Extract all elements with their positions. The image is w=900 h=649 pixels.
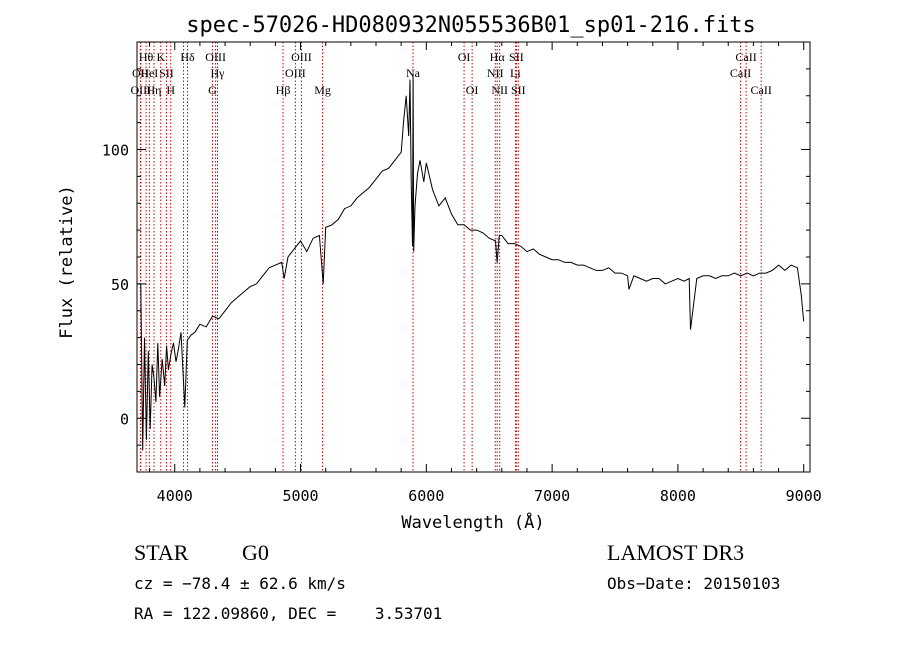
line-marker-label: CaII: [735, 50, 756, 64]
line-marker-label: Hδ: [180, 50, 195, 64]
chart-title: spec-57026-HD080932N055536B01_sp01-216.f…: [186, 13, 756, 38]
line-marker-label: NII: [491, 83, 508, 97]
line-marker-label: Hγ: [211, 66, 226, 80]
line-marker-label: CaII: [730, 66, 751, 80]
line-marker-label: OIII: [291, 50, 312, 64]
spectrum-line: [137, 74, 805, 451]
line-marker-label: OI: [466, 83, 479, 97]
line-marker-label: Mg: [314, 83, 331, 97]
line-marker-label: NII: [487, 66, 504, 80]
x-tick-label: 6000: [408, 487, 444, 505]
line-marker-label: OII: [132, 66, 149, 80]
line-marker-label: OIII: [205, 50, 226, 64]
x-tick-label: 8000: [660, 487, 696, 505]
plot-frame: [136, 41, 811, 473]
x-tick-label: 7000: [534, 487, 570, 505]
emission-line-markers: [139, 42, 762, 472]
object-class: STAR: [134, 540, 189, 565]
line-marker-label: HeI: [140, 66, 158, 80]
survey-name: LAMOST DR3: [607, 540, 745, 565]
line-marker-label: OIII: [130, 83, 151, 97]
x-axis-ticks: 4000 5000 6000 7000 8000 9000: [149, 42, 822, 505]
line-marker-label: SII: [159, 66, 174, 80]
y-tick-label: 0: [120, 410, 129, 428]
line-marker-label: Li: [510, 66, 521, 80]
line-marker-label: Hβ: [276, 83, 291, 97]
line-marker-label: Hθ: [139, 50, 154, 64]
redshift-velocity: cz = −78.4 ± 62.6 km/s: [134, 574, 346, 593]
spectral-subclass: G0: [242, 540, 269, 565]
line-marker-label: K: [156, 50, 165, 64]
line-marker-label: OIII: [285, 66, 306, 80]
x-tick-label: 9000: [786, 487, 822, 505]
line-marker-label: Hα: [490, 50, 506, 64]
line-marker-label: Na: [406, 66, 421, 80]
y-tick-label: 50: [111, 276, 129, 294]
x-tick-label: 5000: [282, 487, 318, 505]
y-axis-ticks: 0 50 100: [102, 68, 810, 446]
line-marker-label: OI: [458, 50, 471, 64]
y-tick-label: 100: [102, 142, 129, 160]
line-marker-label: SII: [509, 50, 524, 64]
emission-line-labels: OII OIII Hθ HeI Hη K SII H Hδ OIII Hγ G Hβ OIII OIII Mg…: [130, 50, 771, 97]
coordinates: RA = 122.09860, DEC = 3.53701: [134, 604, 443, 623]
observation-date: Obs−Date: 20150103: [607, 574, 781, 593]
line-marker-label: Hη: [147, 83, 162, 97]
x-tick-label: 4000: [157, 487, 193, 505]
x-axis-label: Wavelength (Å): [401, 511, 544, 533]
line-marker-label: H: [166, 83, 175, 97]
y-axis-label: Flux (relative): [57, 185, 77, 339]
line-marker-label: G: [208, 83, 217, 97]
line-marker-label: CaII: [751, 83, 772, 97]
line-marker-label: SII: [511, 83, 526, 97]
